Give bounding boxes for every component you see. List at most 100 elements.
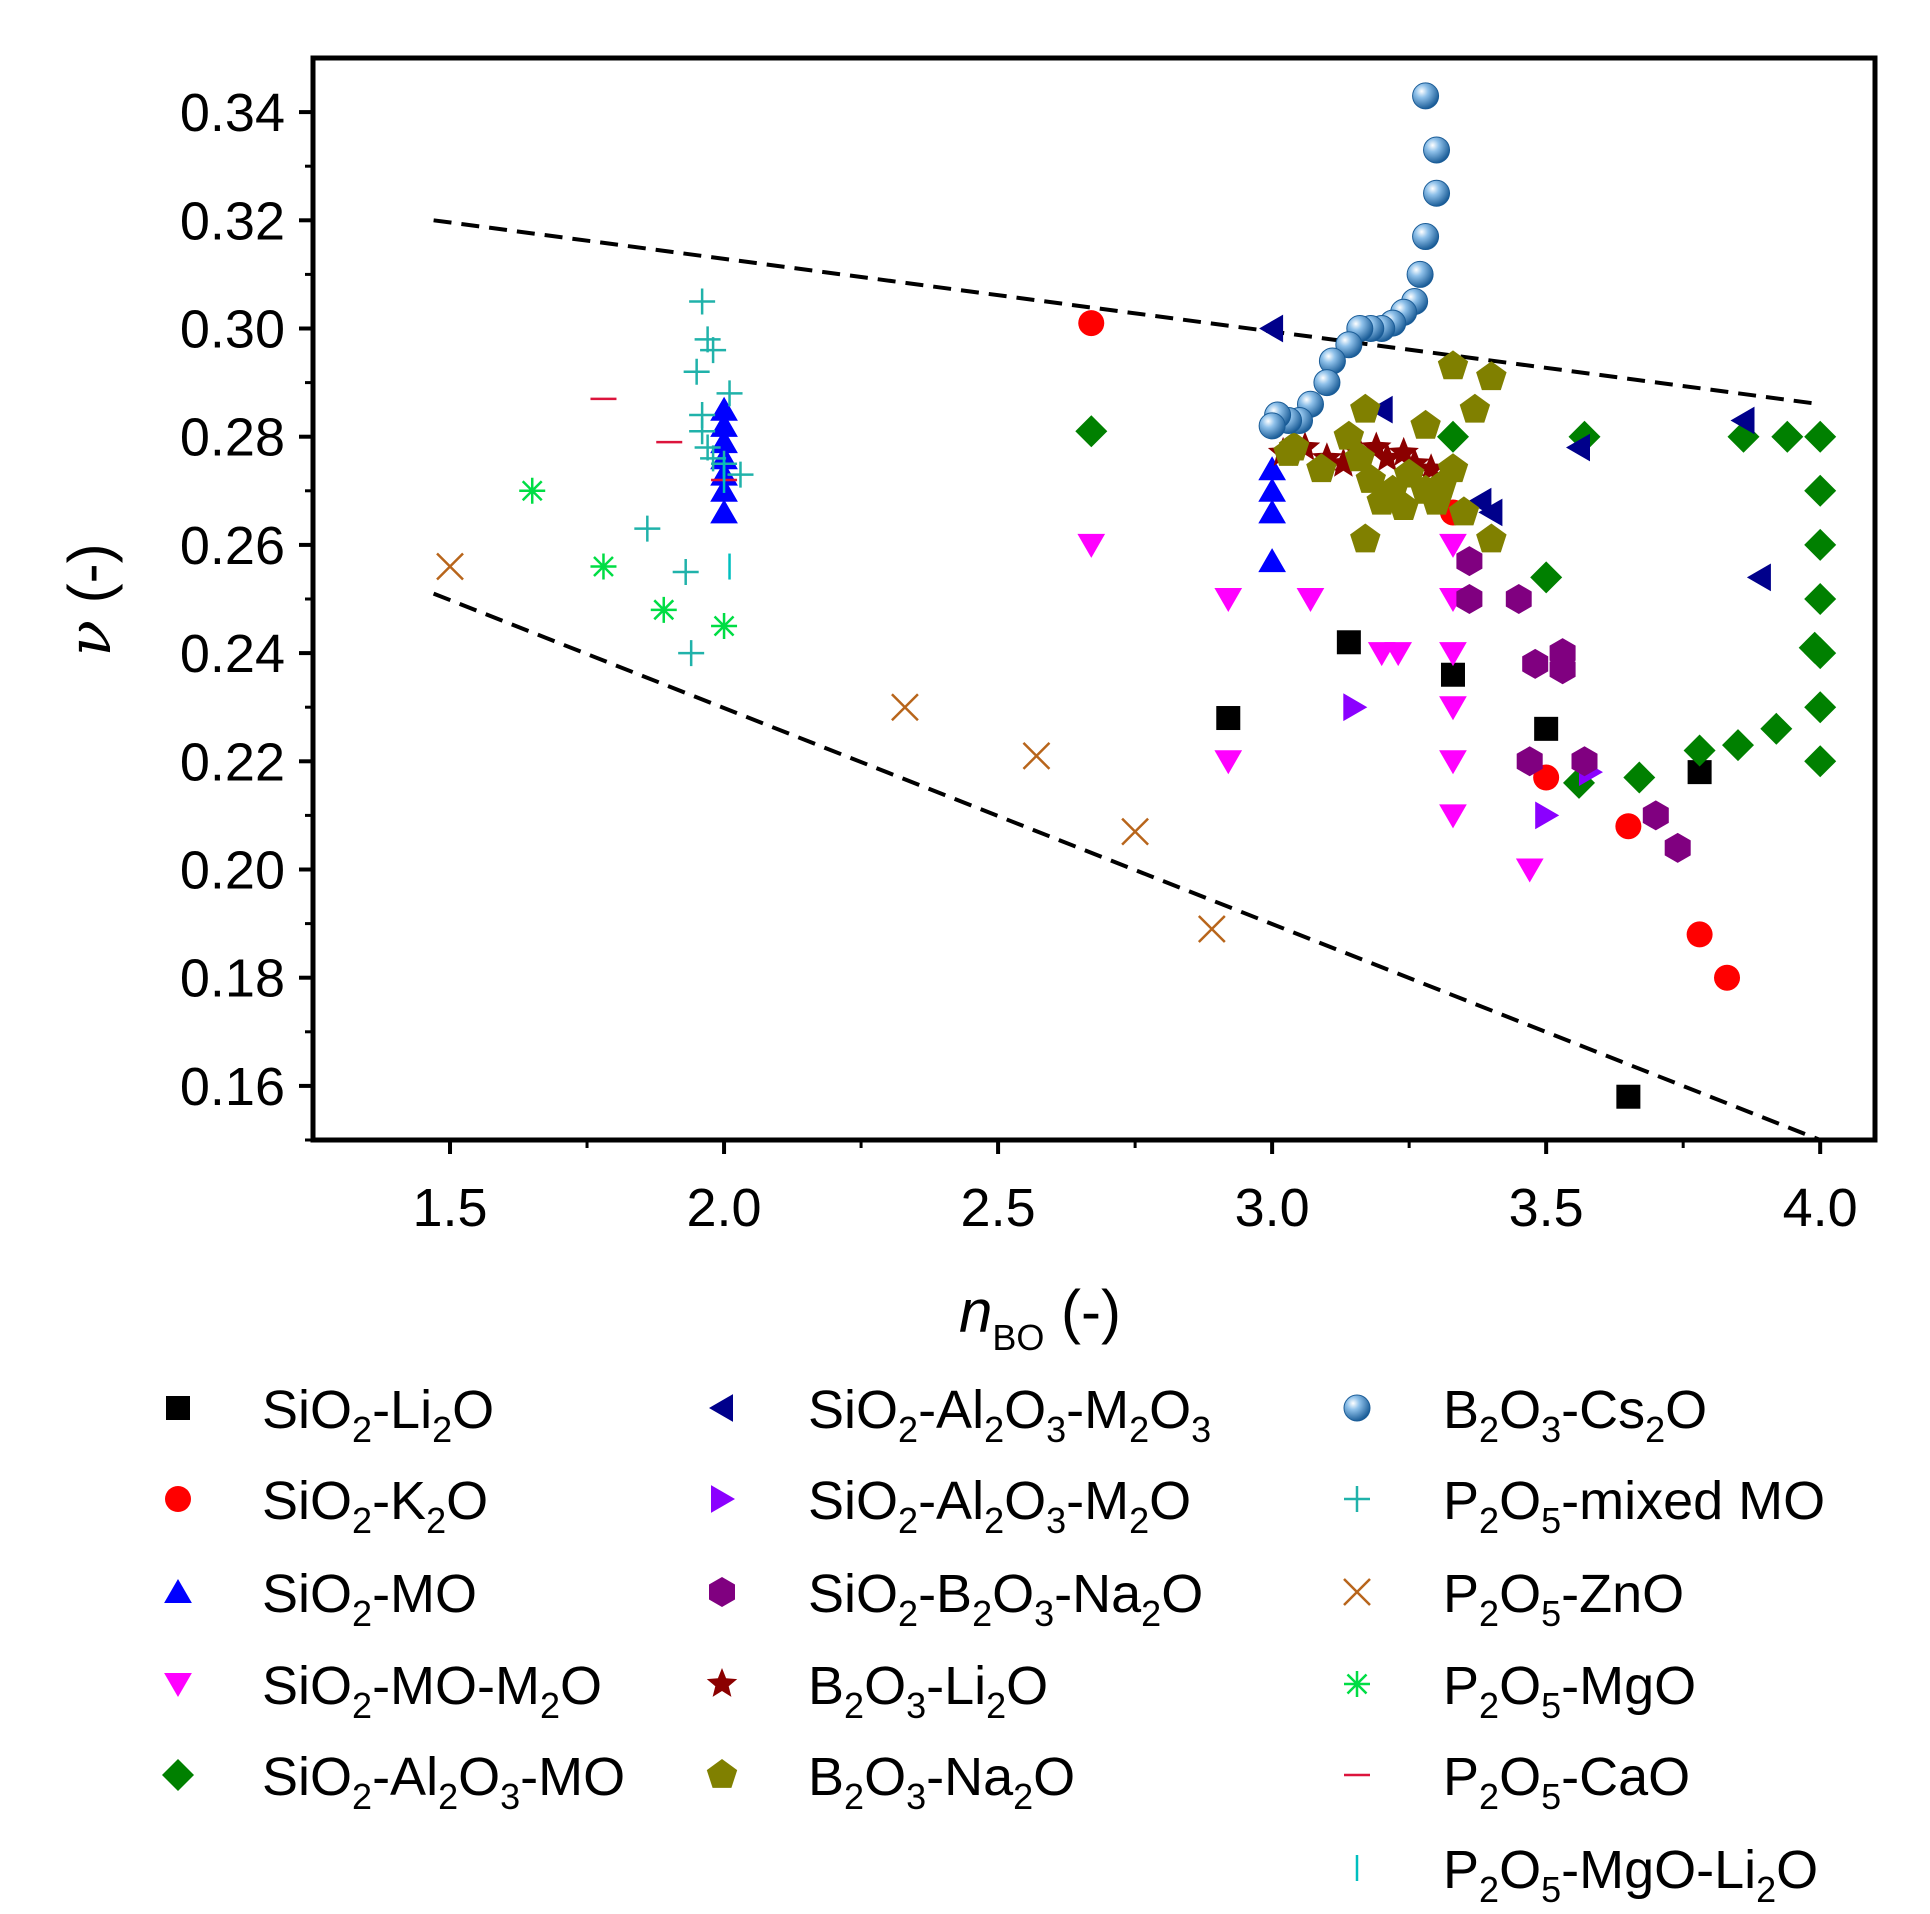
guide-line-upper-bound: [433, 218, 1821, 407]
point-p2o5-mixed-mo: [727, 461, 754, 488]
guide-lines: [432, 218, 1821, 1140]
y-tick-label: 0.24: [180, 624, 285, 684]
series-sio2-b2o3-na2o: [1456, 546, 1691, 863]
y-tick-label: 0.32: [180, 191, 285, 251]
series-p2o5-mgo: [519, 477, 738, 640]
point-sio2-mo-m2o: [1439, 642, 1467, 667]
point-b2o3-li2o: [1361, 431, 1392, 461]
point-sio2-k2o: [1615, 813, 1642, 840]
legend-marker-sio2-mo-m2o: [164, 1673, 192, 1697]
point-b2o3-na2o: [1421, 485, 1452, 515]
legend-label-sio2-al2o3-mo: SiO2-Al2O3-MO: [262, 1747, 625, 1817]
point-p2o5-mgo: [711, 613, 738, 640]
point-b2o3-na2o: [1350, 523, 1381, 553]
legend-label-sio2-al2o3-m2o: SiO2-Al2O3-M2O: [808, 1471, 1191, 1541]
point-sio2-mo-m2o: [1515, 858, 1544, 883]
point-sio2-b2o3-na2o: [1522, 648, 1549, 679]
series-sio2-al2o3-mo: [1075, 415, 1837, 799]
point-sio2-al2o3-mo: [1722, 729, 1754, 762]
legend-label-sio2-mo-m2o: SiO2-MO-M2O: [262, 1656, 602, 1726]
legend-label-p2o5-zno: P2O5-ZnO: [1443, 1564, 1684, 1634]
point-sio2-mo: [1258, 499, 1286, 524]
point-sio2-mo: [1258, 477, 1286, 502]
point-sio2-b2o3-na2o: [1456, 546, 1483, 577]
y-tick-label: 0.16: [180, 1057, 285, 1117]
point-sio2-b2o3-na2o: [1505, 584, 1532, 614]
point-sio2-k2o: [1686, 921, 1713, 948]
point-sio2-mo-m2o: [1439, 696, 1467, 721]
point-b2o3-li2o: [1328, 447, 1359, 477]
point-sio2-mo-m2o: [1296, 588, 1325, 612]
legend-label-p2o5-mgo: P2O5-MgO: [1443, 1656, 1696, 1726]
series-b2o3-na2o: [1273, 350, 1507, 553]
series-sio2-li2o: [1216, 630, 1712, 1109]
legend-label-p2o5-mixed-mo: P2O5-mixed MO: [1443, 1471, 1825, 1541]
point-sio2-al2o3-m2o3: [1259, 314, 1284, 343]
point-sio2-k2o: [1078, 310, 1105, 337]
y-tick-label: 0.26: [180, 516, 285, 576]
point-sio2-al2o3-mo: [1771, 420, 1804, 453]
series-p2o5-mixed-mo: [634, 288, 754, 667]
point-sio2-li2o: [1616, 1084, 1641, 1109]
point-b2o3-na2o: [1437, 453, 1469, 483]
y-tick-label: 0.20: [180, 841, 285, 901]
point-b2o3-cs2o: [1412, 223, 1440, 251]
point-sio2-al2o3-mo: [1804, 420, 1837, 453]
point-p2o5-mixed-mo: [634, 515, 661, 542]
point-p2o5-mixed-mo: [672, 558, 699, 585]
point-b2o3-na2o: [1393, 458, 1425, 488]
x-tick-label: 3.0: [1235, 1178, 1310, 1238]
legend-marker-sio2-al2o3-mo: [162, 1759, 194, 1791]
point-sio2-mo-m2o: [1214, 750, 1243, 775]
point-sio2-li2o: [1440, 662, 1465, 687]
point-p2o5-mgo: [519, 477, 546, 504]
point-sio2-al2o3-m2o: [1343, 693, 1368, 722]
point-p2o5-mgo: [650, 596, 677, 623]
legend-marker-sio2-k2o: [165, 1486, 191, 1512]
legend-marker-sio2-li2o: [166, 1396, 190, 1420]
legend-label-p2o5-cao: P2O5-CaO: [1443, 1747, 1690, 1817]
point-p2o5-zno: [436, 552, 464, 581]
axes: 1.5 2.0 2.5 3.0 3.5 4.0 0.16 0.18 0.20 0.22 0.24 0.…: [180, 83, 1858, 1238]
point-sio2-al2o3-mo: [1804, 583, 1837, 615]
legend-marker-sio2-b2o3-na2o: [709, 1577, 735, 1607]
point-sio2-al2o3-m2o3: [1746, 563, 1771, 592]
point-b2o3-na2o: [1448, 496, 1480, 526]
legend-label-b2o3-cs2o: B2O3-Cs2O: [1443, 1380, 1707, 1450]
legend-label-b2o3-li2o: B2O3-Li2O: [808, 1656, 1048, 1726]
point-sio2-mo-m2o: [1439, 750, 1467, 775]
point-p2o5-mixed-mo: [716, 380, 743, 407]
legend-label-sio2-al2o3-m2o3: SiO2-Al2O3-M2O3: [808, 1380, 1211, 1450]
point-sio2-mo: [710, 396, 738, 421]
point-b2o3-cs2o: [1423, 136, 1451, 164]
point-sio2-mo-m2o: [1214, 588, 1243, 612]
point-sio2-al2o3-mo: [1683, 734, 1716, 767]
y-tick-label: 0.22: [180, 732, 285, 792]
point-sio2-mo-m2o: [1439, 533, 1467, 558]
y-tick-label: 0.34: [180, 83, 285, 143]
y-axis-title: ν (-): [55, 543, 125, 656]
point-sio2-b2o3-na2o: [1642, 800, 1669, 831]
point-sio2-mo: [710, 412, 738, 437]
legend-label-b2o3-na2o: B2O3-Na2O: [808, 1747, 1075, 1817]
point-b2o3-li2o: [1399, 447, 1430, 477]
guide-line-lower-bound: [432, 591, 1821, 1140]
legend-label-sio2-li2o: SiO2-Li2O: [262, 1380, 494, 1450]
point-p2o5-mixed-mo: [694, 326, 721, 353]
legend: SiO2-Li2O SiO2-K2O SiO2-MO SiO2-MO-M2O SiO2-…: [162, 1380, 1825, 1910]
data-points: [436, 82, 1837, 1109]
point-p2o5-mixed-mo: [700, 445, 727, 472]
series-p2o5-mgo-li2o: [722, 456, 731, 580]
point-sio2-b2o3-na2o: [1456, 584, 1483, 614]
point-b2o3-na2o: [1350, 393, 1381, 423]
point-sio2-b2o3-na2o: [1664, 832, 1691, 863]
point-sio2-al2o3-mo: [1623, 761, 1656, 794]
legend-marker-b2o3-na2o: [706, 1759, 738, 1788]
point-b2o3-na2o: [1459, 393, 1491, 423]
legend-marker-sio2-al2o3-m2o: [711, 1485, 735, 1513]
point-p2o5-mixed-mo: [689, 418, 716, 445]
point-sio2-al2o3-mo: [1437, 420, 1469, 453]
point-b2o3-na2o: [1344, 442, 1375, 472]
series-b2o3-cs2o: [1258, 82, 1451, 440]
legend-marker-b2o3-li2o: [706, 1668, 738, 1697]
